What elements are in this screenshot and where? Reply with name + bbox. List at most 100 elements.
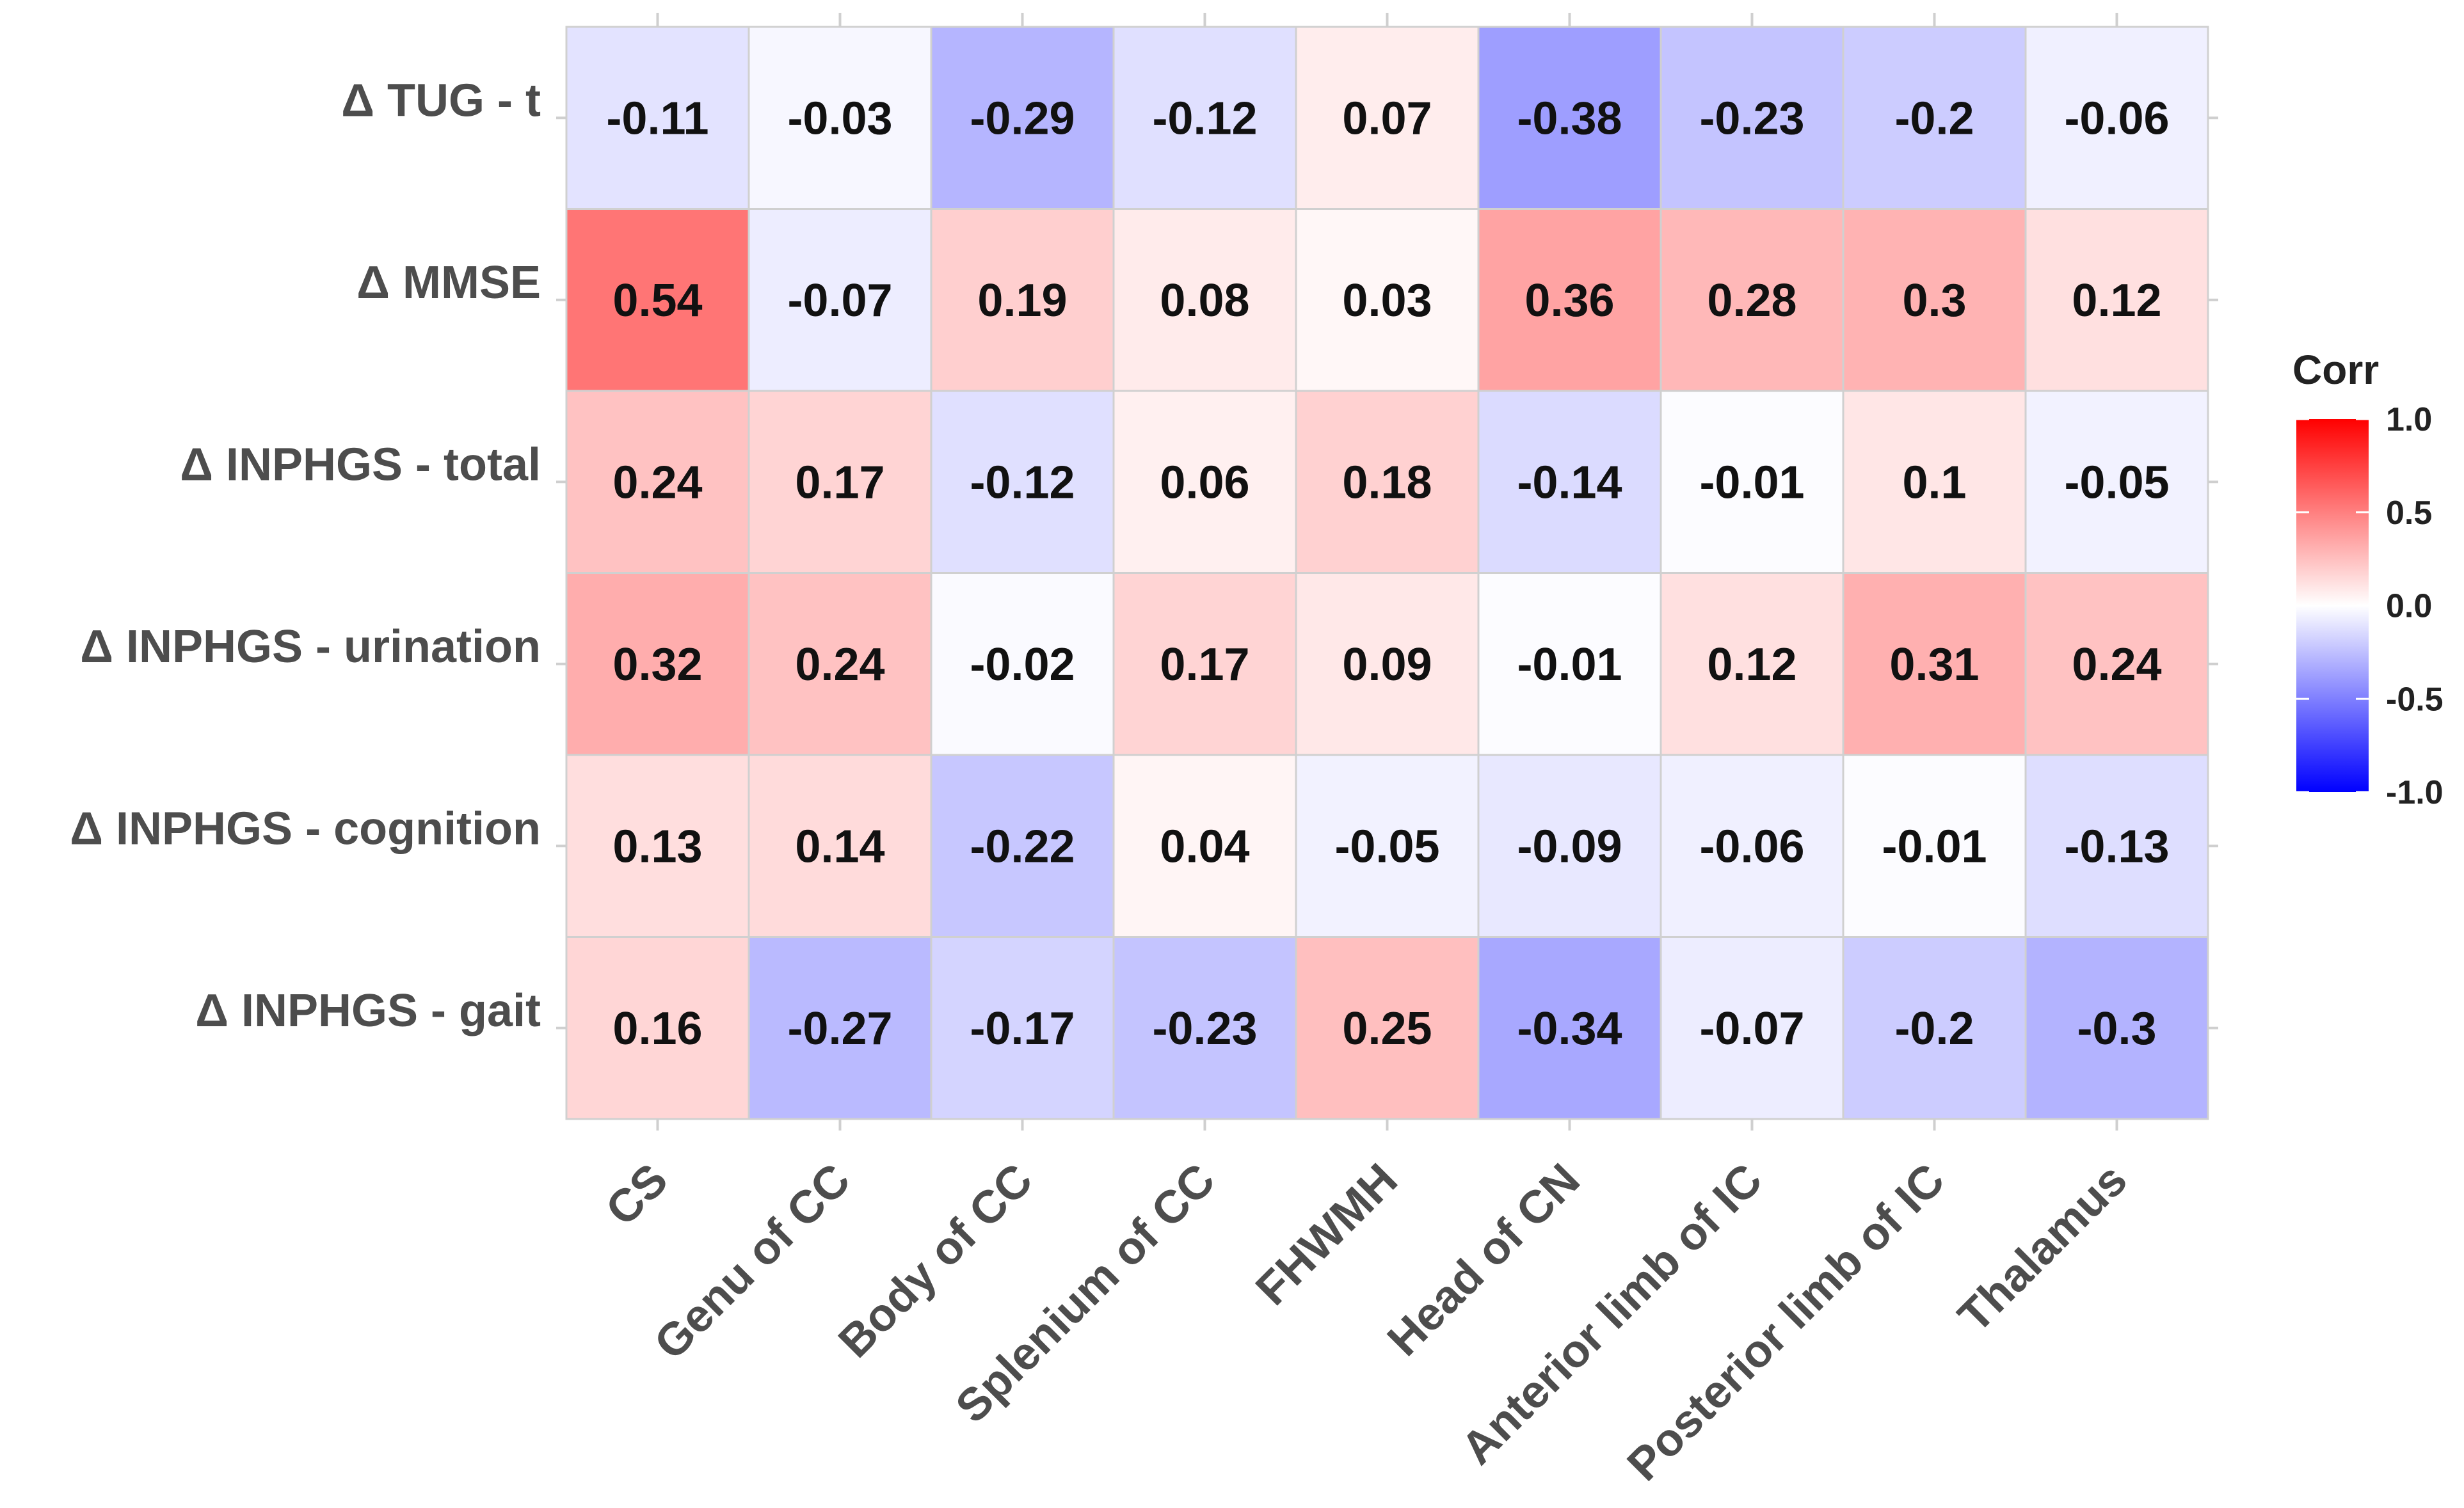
x-axis-label: Posterior limb of IC (1618, 1154, 1955, 1491)
heatmap-cell-value: -0.05 (2064, 457, 2169, 508)
heatmap-cell (1477, 754, 1662, 938)
y-axis-label: Δ INPHGS - urination (80, 621, 541, 672)
heatmap-cell-value: -0.06 (2064, 93, 2169, 144)
heatmap-cell-value: 0.17 (795, 457, 884, 508)
heatmap-cell (1477, 208, 1662, 392)
heatmap-cell (2024, 936, 2209, 1120)
x-axis-label: Anterior limb of IC (1452, 1154, 1772, 1475)
heatmap-cell-value: -0.07 (787, 275, 892, 326)
y-axis-label: Δ INPHGS - gait (195, 985, 541, 1036)
heatmap-cell (1112, 208, 1297, 392)
heatmap-cell-value: 0.03 (1342, 275, 1432, 326)
heatmap-cell (1112, 26, 1297, 210)
heatmap-cell-value: 0.31 (1889, 639, 1979, 690)
heatmap-cell-value: -0.11 (606, 93, 708, 144)
heatmap-cell-value: -0.06 (1699, 821, 1804, 872)
heatmap-cell-value: -0.2 (1894, 93, 1974, 144)
heatmap-cell-value: 0.1 (1902, 457, 1966, 508)
legend-tick-label: 1.0 (2386, 401, 2432, 438)
heatmap-cell-value: 0.16 (612, 1003, 702, 1054)
heatmap-cell (930, 390, 1115, 574)
heatmap-cell-value: 0.13 (612, 821, 702, 872)
y-axis-label: Δ TUG - t (341, 75, 541, 126)
heatmap-cell-value: -0.34 (1517, 1003, 1622, 1054)
x-axis-label: CS (596, 1154, 678, 1235)
heatmap-cell-value: -0.17 (970, 1003, 1075, 1054)
heatmap-cell (1842, 26, 2027, 210)
heatmap-cell (930, 936, 1115, 1120)
heatmap-cell-value: 0.07 (1342, 93, 1432, 144)
heatmap-cell (565, 26, 750, 210)
x-axis-label: Genu of CC (644, 1154, 860, 1370)
heatmap-cell-value: 0.09 (1342, 639, 1432, 690)
heatmap-cell (565, 208, 750, 392)
heatmap-cell-value: -0.09 (1517, 821, 1622, 872)
heatmap-cell (1842, 572, 2027, 756)
heatmap-cell-value: -0.29 (970, 93, 1075, 144)
heatmap-cell (930, 754, 1115, 938)
heatmap-cell-value: -0.05 (1334, 821, 1439, 872)
heatmap-cell (1660, 754, 1844, 938)
heatmap-cell-value: 0.24 (612, 457, 702, 508)
heatmap-cell-value: -0.38 (1517, 93, 1622, 144)
heatmap-cell (565, 572, 750, 756)
heatmap-cell (2024, 572, 2209, 756)
heatmap-cell-value: -0.22 (970, 821, 1075, 872)
heatmap-cell-value: 0.06 (1160, 457, 1249, 508)
heatmap-cell-value: 0.3 (1902, 275, 1966, 326)
heatmap-cell-value: -0.07 (1699, 1003, 1804, 1054)
heatmap-cell-value: -0.03 (787, 93, 892, 144)
heatmap-cell-value: -0.13 (2064, 821, 2169, 872)
heatmap-cell (1112, 572, 1297, 756)
legend-tick-label: 0.5 (2386, 495, 2432, 532)
y-axis-labels: Δ TUG - t Δ MMSE Δ INPHGS - total Δ INPHGS … (70, 75, 2218, 1036)
heatmap-cell (1477, 936, 1662, 1120)
heatmap-cell-value: 0.32 (612, 639, 702, 690)
heatmap-cell-value: 0.28 (1707, 275, 1796, 326)
heatmap-cell (565, 390, 750, 574)
heatmap-cell-values: -0.11 -0.03 -0.29 -0.12 0.07 -0.38 -0.23 -0.2 -0… (606, 93, 2169, 1054)
heatmap-cell (1842, 936, 2027, 1120)
heatmap-cell (1295, 208, 1480, 392)
heatmap-cell-value: 0.08 (1160, 275, 1249, 326)
heatmap-cell (565, 754, 750, 938)
heatmap-cell (2024, 390, 2209, 574)
legend-tick-label: -1.0 (2386, 774, 2444, 811)
y-axis-label: Δ INPHGS - total (180, 439, 541, 490)
heatmap-cell-value: 0.54 (612, 275, 702, 326)
heatmap-cell (1295, 936, 1480, 1120)
y-axis-label: Δ MMSE (356, 257, 541, 308)
heatmap-cell-value: 0.18 (1342, 457, 1432, 508)
heatmap-cell-value: -0.23 (1699, 93, 1804, 144)
heatmap-cell (1477, 26, 1662, 210)
heatmap-cell-value: 0.24 (795, 639, 884, 690)
heatmap-cell (930, 208, 1115, 392)
heatmap-cell (1112, 936, 1297, 1120)
heatmap-tiles (565, 26, 2209, 1120)
heatmap-cell (1660, 208, 1844, 392)
heatmap-cell-value: 0.17 (1160, 639, 1249, 690)
heatmap-cell (748, 936, 932, 1120)
heatmap-cell-value: -0.01 (1699, 457, 1804, 508)
heatmap-cell (748, 572, 932, 756)
heatmap-cell (1295, 26, 1480, 210)
heatmap-cell-value: -0.01 (1517, 639, 1622, 690)
heatmap-cell-value: -0.14 (1517, 457, 1622, 508)
heatmap-cell-value: -0.3 (2077, 1003, 2156, 1054)
heatmap-cell (1842, 208, 2027, 392)
heatmap-cell (2024, 754, 2209, 938)
heatmap-cell-value: 0.19 (977, 275, 1067, 326)
heatmap-cell (1112, 754, 1297, 938)
heatmap-cell-value: -0.2 (1894, 1003, 1974, 1054)
heatmap-cell (748, 754, 932, 938)
heatmap-cell-value: -0.12 (1152, 93, 1257, 144)
heatmap-cell-value: 0.25 (1342, 1003, 1432, 1054)
heatmap-cell-value: -0.27 (787, 1003, 892, 1054)
legend-title: Corr (2292, 347, 2379, 393)
heatmap-cell-value: -0.23 (1152, 1003, 1257, 1054)
heatmap-cell-value: -0.01 (1882, 821, 1987, 872)
heatmap-cell-value: -0.12 (970, 457, 1075, 508)
heatmap-cell (748, 26, 932, 210)
heatmap-cell-value: 0.14 (795, 821, 884, 872)
